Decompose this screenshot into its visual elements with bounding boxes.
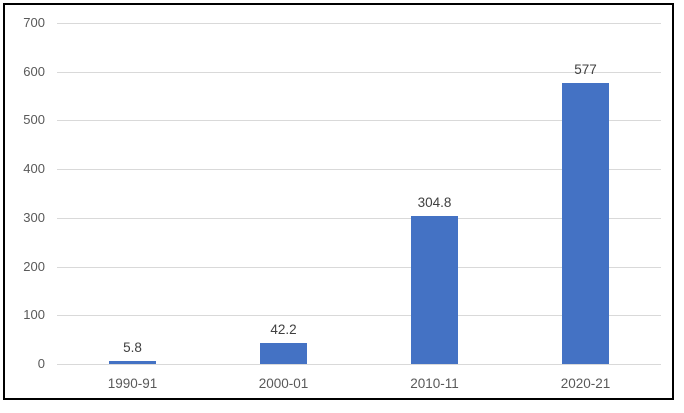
y-tick-label: 100 xyxy=(23,307,45,323)
y-gridline xyxy=(57,120,661,122)
x-tick-label: 2010-11 xyxy=(410,376,459,391)
bar xyxy=(260,343,307,364)
y-gridline xyxy=(57,169,661,171)
y-tick-label: 200 xyxy=(23,258,45,274)
y-gridline xyxy=(57,266,661,268)
plot-area: 5.8 42.2 304.8 577 xyxy=(57,23,661,365)
y-gridline xyxy=(57,315,661,317)
y-gridline xyxy=(57,23,661,24)
bar xyxy=(109,361,156,364)
bar-value-label: 577 xyxy=(574,61,597,77)
bar xyxy=(562,82,609,364)
bar xyxy=(411,215,458,364)
y-gridline xyxy=(57,217,661,219)
x-tick-label: 2000-01 xyxy=(258,376,309,391)
y-tick-label: 400 xyxy=(23,161,45,177)
y-tick-label: 300 xyxy=(23,209,45,225)
bar-value-label: 304.8 xyxy=(417,194,452,210)
y-gridline xyxy=(57,71,661,73)
x-axis-line xyxy=(57,364,661,365)
x-tick-label: 2020-21 xyxy=(560,376,611,391)
bar-value-label: 5.8 xyxy=(123,340,142,356)
x-tick-label: 1990-91 xyxy=(107,376,158,391)
y-tick-label: 600 xyxy=(23,63,45,79)
y-tick-label: 700 xyxy=(23,15,45,30)
y-tick-label: 0 xyxy=(37,356,45,371)
y-tick-label: 500 xyxy=(23,112,45,128)
bar-value-label: 42.2 xyxy=(270,322,297,338)
